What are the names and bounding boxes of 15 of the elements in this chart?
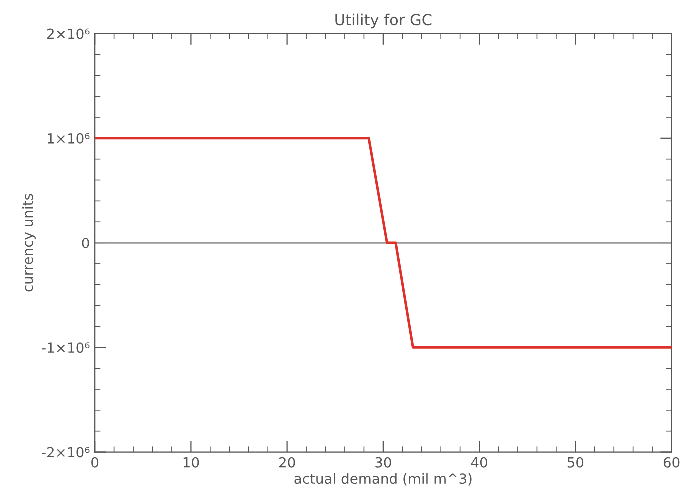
x-tick-label: 60 (664, 457, 680, 468)
y-tick-label: 0 (82, 238, 90, 249)
y-axis-title: currency units (22, 194, 36, 292)
x-tick-label: 40 (471, 457, 488, 468)
x-tick-label: 30 (376, 457, 392, 468)
x-axis-title: actual demand (mil m^3) (294, 473, 472, 486)
x-tick-label: 0 (92, 457, 99, 468)
x-tick-label: 10 (184, 457, 200, 468)
y-tick-label: 2×10⁶ (48, 28, 90, 40)
x-tick-label: 50 (568, 457, 584, 468)
y-tick-label: -2×10⁶ (42, 447, 90, 458)
y-tick-label: -1×10⁶ (42, 342, 90, 354)
chart-title: Utility for GC (336, 14, 432, 29)
x-tick-label: 20 (279, 457, 296, 468)
y-tick-label: 1×10⁶ (48, 133, 90, 144)
